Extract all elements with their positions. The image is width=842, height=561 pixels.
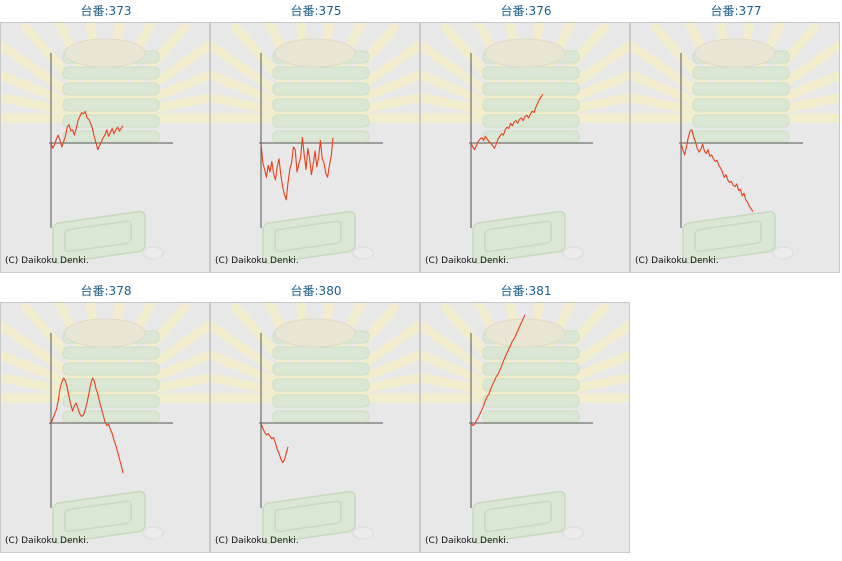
machine-number-link[interactable]: 台番:375 xyxy=(290,4,342,18)
payout-series-line xyxy=(50,110,124,151)
payout-series-line xyxy=(260,422,289,464)
chart-title: 台番:381 xyxy=(420,282,632,300)
background-machine-illustration xyxy=(421,23,629,264)
chart-svg xyxy=(421,303,629,544)
background-machine-illustration xyxy=(1,303,209,544)
payout-series-line xyxy=(470,314,526,427)
machine-number-link[interactable]: 台番:378 xyxy=(80,284,132,298)
chart-svg xyxy=(421,23,629,264)
chart-title: 台番:378 xyxy=(0,282,212,300)
payout-series-line xyxy=(680,129,754,212)
chart-svg xyxy=(631,23,839,264)
chart-panel: 台番:381 (C) Daikoku Denki. xyxy=(420,282,632,553)
chart-frame: (C) Daikoku Denki. xyxy=(420,302,630,553)
payout-series-line xyxy=(470,93,544,151)
chart-title: 台番:373 xyxy=(0,2,212,20)
chart-panel: 台番:375 (C) Daikoku Denki. xyxy=(210,2,422,273)
chart-panel: 台番:377 (C) Daikoku Denki. xyxy=(630,2,842,273)
chart-panel: 台番:373 (C) Daikoku Denki. xyxy=(0,2,212,273)
chart-svg xyxy=(1,303,209,544)
chart-frame: (C) Daikoku Denki. xyxy=(0,22,210,273)
background-machine-illustration xyxy=(421,303,629,544)
chart-title: 台番:377 xyxy=(630,2,842,20)
chart-frame: (C) Daikoku Denki. xyxy=(0,302,210,553)
copyright-text: (C) Daikoku Denki. xyxy=(635,256,719,266)
background-machine-illustration xyxy=(211,23,419,264)
background-machine-illustration xyxy=(1,23,209,264)
payout-series-line xyxy=(260,137,334,201)
chart-title: 台番:375 xyxy=(210,2,422,20)
chart-title: 台番:376 xyxy=(420,2,632,20)
machine-number-link[interactable]: 台番:376 xyxy=(500,4,552,18)
copyright-text: (C) Daikoku Denki. xyxy=(5,256,89,266)
copyright-text: (C) Daikoku Denki. xyxy=(425,256,509,266)
payout-series-line xyxy=(50,377,124,474)
chart-title: 台番:380 xyxy=(210,282,422,300)
copyright-text: (C) Daikoku Denki. xyxy=(215,256,299,266)
chart-frame: (C) Daikoku Denki. xyxy=(420,22,630,273)
copyright-text: (C) Daikoku Denki. xyxy=(215,536,299,546)
chart-svg xyxy=(1,23,209,264)
chart-frame: (C) Daikoku Denki. xyxy=(210,302,420,553)
machine-number-link[interactable]: 台番:381 xyxy=(500,284,552,298)
background-machine-illustration xyxy=(631,23,839,264)
chart-panel: 台番:376 (C) Daikoku Denki. xyxy=(420,2,632,273)
machine-number-link[interactable]: 台番:373 xyxy=(80,4,132,18)
copyright-text: (C) Daikoku Denki. xyxy=(5,536,89,546)
copyright-text: (C) Daikoku Denki. xyxy=(425,536,509,546)
chart-panel: 台番:378 (C) Daikoku Denki. xyxy=(0,282,212,553)
chart-frame: (C) Daikoku Denki. xyxy=(210,22,420,273)
machine-number-link[interactable]: 台番:380 xyxy=(290,284,342,298)
chart-svg xyxy=(211,303,419,544)
chart-svg xyxy=(211,23,419,264)
chart-panel: 台番:380 (C) Daikoku Denki. xyxy=(210,282,422,553)
background-machine-illustration xyxy=(211,303,419,544)
chart-frame: (C) Daikoku Denki. xyxy=(630,22,840,273)
machine-number-link[interactable]: 台番:377 xyxy=(710,4,762,18)
